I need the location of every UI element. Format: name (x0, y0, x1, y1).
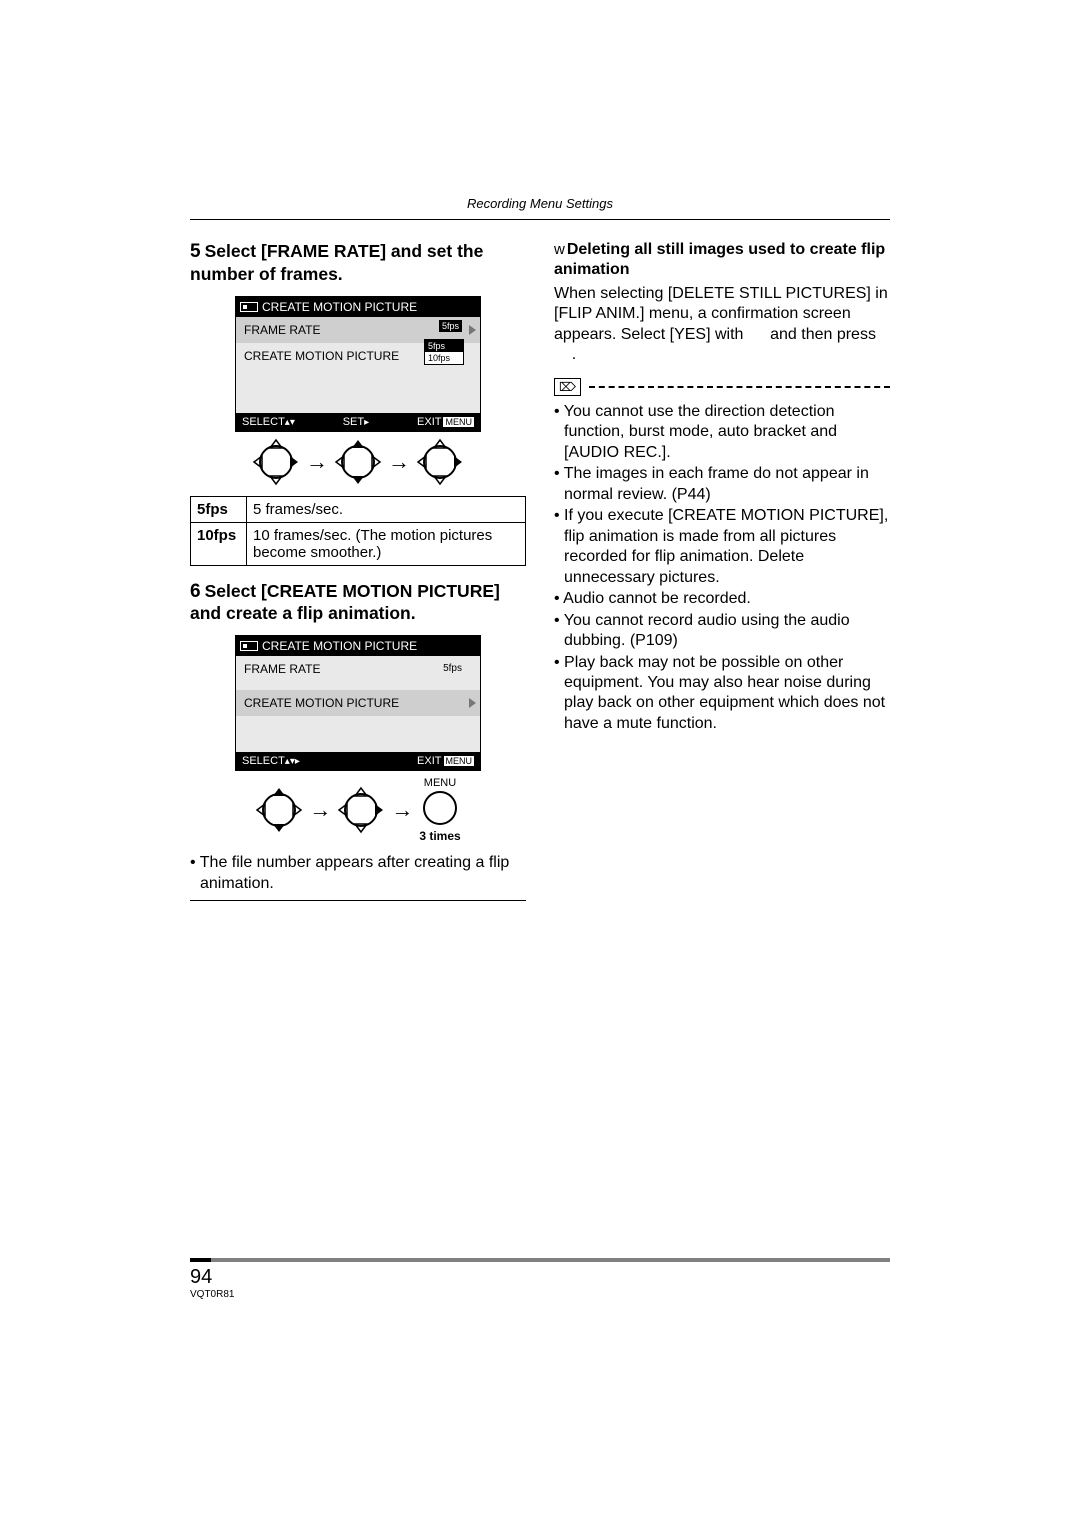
dropdown-opt-10fps: 10fps (425, 352, 463, 364)
motion-picture-icon (240, 641, 258, 651)
lcd1-footer-select: SELECT▴▾ (242, 416, 295, 428)
fps-5-key: 5fps (191, 496, 247, 522)
footer-rule (190, 1258, 890, 1262)
lcd1-body: FRAME RATE 5fps 5fps 10fps CREATE MOTION… (236, 317, 480, 413)
table-row: 5fps 5 frames/sec. (191, 496, 526, 522)
list-item: Play back may not be possible on other e… (554, 653, 890, 735)
two-column-layout: 5Select [FRAME RATE] and set the number … (190, 240, 890, 911)
step5-number: 5 (190, 241, 201, 262)
list-item: The file number appears after creating a… (190, 853, 526, 894)
lcd2-titlebar: CREATE MOTION PICTURE (236, 636, 480, 656)
step6-number: 6 (190, 581, 201, 602)
right-column: wDeleting all still images used to creat… (554, 240, 890, 911)
lcd1-title: CREATE MOTION PICTURE (262, 300, 417, 314)
lcd1-footer: SELECT▴▾ SET▸ EXITMENU (236, 413, 480, 431)
menu-button-stack: MENU 3 times (419, 777, 460, 843)
step6-text: Select [CREATE MOTION PICTURE] and creat… (190, 581, 500, 624)
lcd2-create-label: CREATE MOTION PICTURE (244, 696, 399, 710)
dpad-icon (252, 438, 300, 486)
lcd2-footer: SELECT▴▾▸ EXITMENU (236, 752, 480, 770)
lcd1-fps-dropdown: 5fps 10fps (424, 339, 464, 365)
dashed-line (589, 386, 890, 388)
divider (190, 900, 526, 901)
list-item: If you execute [CREATE MOTION PICTURE], … (554, 506, 890, 588)
lcd1-row-frame-rate: FRAME RATE 5fps 5fps 10fps (236, 317, 480, 343)
lcd2-footer-select: SELECT▴▾▸ (242, 755, 300, 767)
note-divider: ⌦ (554, 378, 890, 396)
list-item: You cannot use the direction detection f… (554, 402, 890, 463)
lcd1-frame-rate-value: 5fps (439, 320, 462, 332)
delete-subheading-text: Deleting all still images used to create… (554, 241, 885, 278)
right-triangle-icon (469, 698, 476, 708)
header-rule (190, 219, 890, 220)
fps-10-desc: 10 frames/sec. (The motion pictures beco… (247, 522, 526, 565)
list-item: The images in each frame do not appear i… (554, 464, 890, 505)
lcd2-body: FRAME RATE 5fps CREATE MOTION PICTURE (236, 656, 480, 752)
page-content: Recording Menu Settings 5Select [FRAME R… (190, 196, 890, 911)
fps-5-desc: 5 frames/sec. (247, 496, 526, 522)
note-icon: ⌦ (554, 378, 581, 396)
arrow-icon: → (388, 449, 410, 475)
left-column: 5Select [FRAME RATE] and set the number … (190, 240, 526, 911)
lcd-screen-2: CREATE MOTION PICTURE FRAME RATE 5fps CR… (235, 635, 481, 771)
lcd1-footer-exit: EXITMENU (417, 416, 474, 428)
step5-text: Select [FRAME RATE] and set the number o… (190, 241, 483, 284)
fps-10-key: 10fps (191, 522, 247, 565)
dpad-icon (334, 438, 382, 486)
step6-note-list: The file number appears after creating a… (190, 853, 526, 894)
list-item: Audio cannot be recorded. (554, 589, 890, 609)
dropdown-opt-5fps: 5fps (425, 340, 463, 352)
lcd2-row-create: CREATE MOTION PICTURE (236, 690, 480, 716)
page-number: 94 (190, 1266, 890, 1289)
list-item: You cannot record audio using the audio … (554, 611, 890, 652)
lcd1-frame-rate-label: FRAME RATE (244, 323, 320, 337)
lcd2-row-frame-rate: FRAME RATE 5fps (236, 656, 480, 690)
arrow-icon: → (309, 797, 331, 823)
notes-list: You cannot use the direction detection f… (554, 402, 890, 735)
step5-heading: 5Select [FRAME RATE] and set the number … (190, 240, 526, 286)
delete-paragraph: When selecting [DELETE STILL PICTURES] i… (554, 284, 890, 366)
lcd1-titlebar: CREATE MOTION PICTURE (236, 297, 480, 317)
lcd2-frame-rate-value: 5fps (443, 663, 462, 674)
menu-label: MENU (424, 777, 456, 789)
delete-subheading: wDeleting all still images used to creat… (554, 240, 890, 280)
block-marker: w (554, 241, 565, 258)
motion-picture-icon (240, 302, 258, 312)
lcd2-frame-rate-label: FRAME RATE (244, 662, 320, 676)
step6-heading: 6Select [CREATE MOTION PICTURE] and crea… (190, 580, 526, 626)
lcd2-title: CREATE MOTION PICTURE (262, 639, 417, 653)
right-triangle-icon (469, 325, 476, 335)
dpad-icon (416, 438, 464, 486)
arrow-icon: → (391, 797, 413, 823)
press-count: 3 times (419, 829, 460, 843)
arrow-icon: → (306, 449, 328, 475)
menu-button-icon (423, 791, 457, 825)
section-title: Recording Menu Settings (190, 196, 890, 211)
lcd2-footer-exit: EXITMENU (417, 755, 474, 767)
lcd-screen-1: CREATE MOTION PICTURE FRAME RATE 5fps 5f… (235, 296, 481, 432)
document-code: VQT0R81 (190, 1289, 890, 1300)
fps-table: 5fps 5 frames/sec. 10fps 10 frames/sec. … (190, 496, 526, 566)
page-footer: 94 VQT0R81 (190, 1258, 890, 1300)
lcd1-create-label: CREATE MOTION PICTURE (244, 349, 399, 363)
dpad-sequence-2: → → MENU 3 times (190, 777, 526, 843)
table-row: 10fps 10 frames/sec. (The motion picture… (191, 522, 526, 565)
dpad-icon (255, 786, 303, 834)
dpad-sequence-1: → → (190, 438, 526, 486)
lcd1-footer-set: SET▸ (343, 416, 369, 428)
dpad-icon (337, 786, 385, 834)
